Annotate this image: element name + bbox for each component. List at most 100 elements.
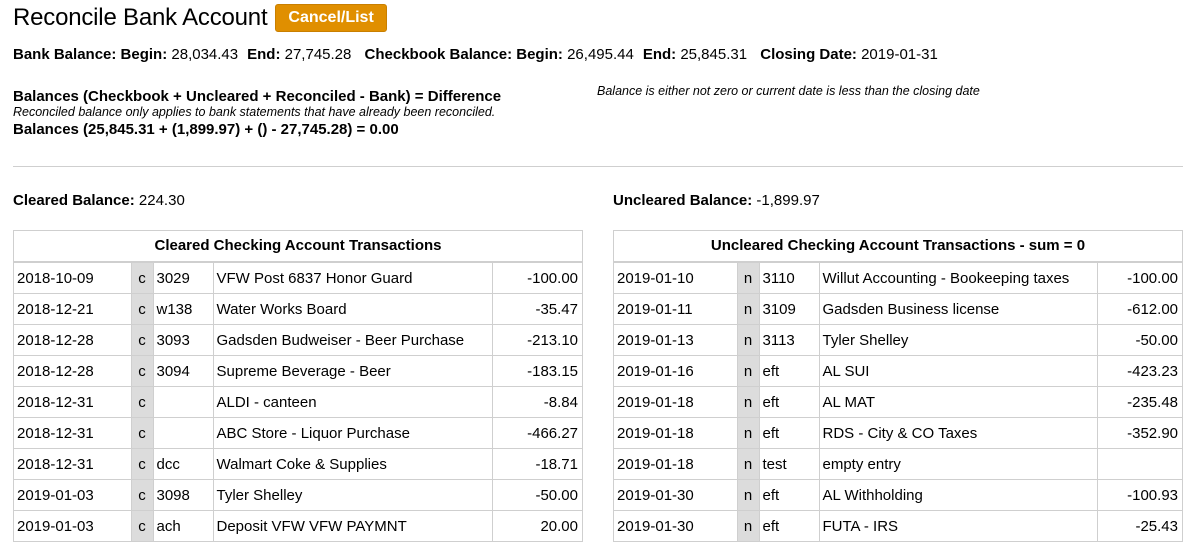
transaction-amount: -35.47 <box>491 293 582 325</box>
transaction-status-flag[interactable]: c <box>130 510 154 542</box>
transaction-description: FUTA - IRS <box>818 510 1098 542</box>
transaction-description: RDS - City & CO Taxes <box>818 417 1098 449</box>
transaction-amount: -352.90 <box>1096 417 1182 449</box>
transaction-reference: eft <box>758 479 820 511</box>
transaction-description: VFW Post 6837 Honor Guard <box>212 262 493 294</box>
checkbook-begin-value: 26,495.44 <box>567 46 634 63</box>
cleared-transactions-table: 2018-10-09 c 3029 VFW Post 6837 Honor Guard… <box>14 262 582 542</box>
transaction-status-flag[interactable]: n <box>736 262 760 294</box>
transaction-reference: 3029 <box>152 262 214 294</box>
transaction-amount: -50.00 <box>1096 324 1182 356</box>
bank-begin-label: Begin: <box>120 46 168 63</box>
transaction-status-flag[interactable]: n <box>736 355 760 387</box>
transaction-reference: test <box>758 448 820 480</box>
transaction-row[interactable]: 2019-01-18 n eft RDS - City & CO Taxes -352.… <box>614 417 1182 449</box>
transaction-row[interactable]: 2018-10-09 c 3029 VFW Post 6837 Honor Guard… <box>14 262 582 294</box>
transaction-reference: 3093 <box>152 324 214 356</box>
uncleared-balance-label: Uncleared Balance: <box>613 192 753 209</box>
transaction-row[interactable]: 2018-12-31 c ABC Store - Liquor Purchase -4… <box>14 417 582 449</box>
transaction-row[interactable]: 2019-01-18 n eft AL MAT -235.48 <box>614 386 1182 418</box>
transaction-amount: -100.93 <box>1096 479 1182 511</box>
transaction-status-flag[interactable]: c <box>130 417 154 449</box>
transaction-reference: 3113 <box>758 324 820 356</box>
uncleared-table-title: Uncleared Checking Account Transactions … <box>614 231 1182 262</box>
transaction-description: ABC Store - Liquor Purchase <box>212 417 493 449</box>
title-row: Reconcile Bank Account Cancel/List <box>13 4 387 32</box>
transaction-description: Gadsden Budweiser - Beer Purchase <box>212 324 493 356</box>
section-divider <box>13 166 1183 167</box>
transaction-row[interactable]: 2019-01-10 n 3110 Willut Accounting - Booke… <box>614 262 1182 294</box>
transaction-status-flag[interactable]: c <box>130 262 154 294</box>
transaction-reference: ach <box>152 510 214 542</box>
transaction-status-flag[interactable]: n <box>736 293 760 325</box>
transaction-status-flag[interactable]: n <box>736 417 760 449</box>
bank-balance-label: Bank Balance: <box>13 46 117 63</box>
transaction-date: 2018-10-09 <box>14 262 132 294</box>
balance-warning: Balance is either not zero or current da… <box>597 84 980 98</box>
transaction-reference: 3110 <box>758 262 820 294</box>
formula-note: Reconciled balance only applies to bank … <box>13 105 496 119</box>
cleared-balance-value: 224.30 <box>138 192 185 209</box>
transaction-row[interactable]: 2018-12-21 c w138 Water Works Board -35.47 <box>14 293 582 325</box>
transaction-row[interactable]: 2019-01-30 n eft FUTA - IRS -25.43 <box>614 510 1182 542</box>
transaction-status-flag[interactable]: n <box>736 324 760 356</box>
transaction-amount: -235.48 <box>1096 386 1182 418</box>
transaction-row[interactable]: 2019-01-16 n eft AL SUI -423.23 <box>614 355 1182 387</box>
transaction-status-flag[interactable]: c <box>130 355 154 387</box>
transaction-status-flag[interactable]: n <box>736 510 760 542</box>
transaction-row[interactable]: 2018-12-28 c 3093 Gadsden Budweiser - Beer … <box>14 324 582 356</box>
transaction-date: 2019-01-11 <box>614 293 738 325</box>
transaction-reference: eft <box>758 417 820 449</box>
transaction-row[interactable]: 2019-01-30 n eft AL Withholding -100.93 <box>614 479 1182 511</box>
page-title: Reconcile Bank Account <box>13 4 268 31</box>
transaction-row[interactable]: 2018-12-31 c dcc Walmart Coke & Supplies -18… <box>14 448 582 480</box>
transaction-description: Tyler Shelley <box>818 324 1098 356</box>
transaction-reference <box>152 417 214 449</box>
cleared-transactions-panel: Cleared Checking Account Transactions 20… <box>13 230 583 542</box>
transaction-description: empty entry <box>818 448 1098 480</box>
transaction-status-flag[interactable]: n <box>736 479 760 511</box>
transaction-date: 2018-12-31 <box>14 386 132 418</box>
transaction-row[interactable]: 2018-12-31 c ALDI - canteen -8.84 <box>14 386 582 418</box>
checkbook-begin-label: Begin: <box>516 46 563 63</box>
transaction-reference: 3109 <box>758 293 820 325</box>
transaction-amount: -8.84 <box>491 386 582 418</box>
uncleared-balance-summary: Uncleared Balance: -1,899.97 <box>613 192 820 209</box>
transaction-amount: -100.00 <box>491 262 582 294</box>
transaction-status-flag[interactable]: n <box>736 448 760 480</box>
transaction-reference: eft <box>758 510 820 542</box>
transaction-description: ALDI - canteen <box>212 386 493 418</box>
transaction-description: Tyler Shelley <box>212 479 493 511</box>
transaction-date: 2018-12-28 <box>14 324 132 356</box>
transaction-status-flag[interactable]: c <box>130 324 154 356</box>
transaction-amount: -213.10 <box>491 324 582 356</box>
transaction-amount: -183.15 <box>491 355 582 387</box>
transaction-date: 2019-01-30 <box>614 479 738 511</box>
transaction-reference <box>152 386 214 418</box>
transaction-status-flag[interactable]: c <box>130 479 154 511</box>
transaction-status-flag[interactable]: c <box>130 386 154 418</box>
transaction-reference: 3094 <box>152 355 214 387</box>
transaction-date: 2018-12-31 <box>14 417 132 449</box>
transaction-row[interactable]: 2019-01-03 c 3098 Tyler Shelley -50.00 <box>14 479 582 511</box>
transaction-row[interactable]: 2019-01-11 n 3109 Gadsden Business license -… <box>614 293 1182 325</box>
formula-result: Balances (25,845.31 + (1,899.97) + () - … <box>13 121 399 138</box>
transaction-row[interactable]: 2019-01-03 c ach Deposit VFW VFW PAYMNT 20.0… <box>14 510 582 542</box>
transaction-reference: eft <box>758 386 820 418</box>
bank-end-value: 27,745.28 <box>284 46 352 63</box>
checkbook-end-label: End: <box>642 46 677 63</box>
cleared-table-title: Cleared Checking Account Transactions <box>14 231 582 262</box>
transaction-amount: 20.00 <box>491 510 582 542</box>
transaction-description: Supreme Beverage - Beer <box>212 355 493 387</box>
transaction-date: 2019-01-03 <box>14 479 132 511</box>
transaction-status-flag[interactable]: n <box>736 386 760 418</box>
transaction-status-flag[interactable]: c <box>130 293 154 325</box>
transaction-row[interactable]: 2019-01-13 n 3113 Tyler Shelley -50.00 <box>614 324 1182 356</box>
transaction-row[interactable]: 2019-01-18 n test empty entry <box>614 448 1182 480</box>
transaction-status-flag[interactable]: c <box>130 448 154 480</box>
transaction-date: 2019-01-03 <box>14 510 132 542</box>
transaction-reference: eft <box>758 355 820 387</box>
bank-begin-value: 28,034.43 <box>171 46 239 63</box>
transaction-row[interactable]: 2018-12-28 c 3094 Supreme Beverage - Beer -1… <box>14 355 582 387</box>
cancel-list-button[interactable]: Cancel/List <box>275 4 387 32</box>
